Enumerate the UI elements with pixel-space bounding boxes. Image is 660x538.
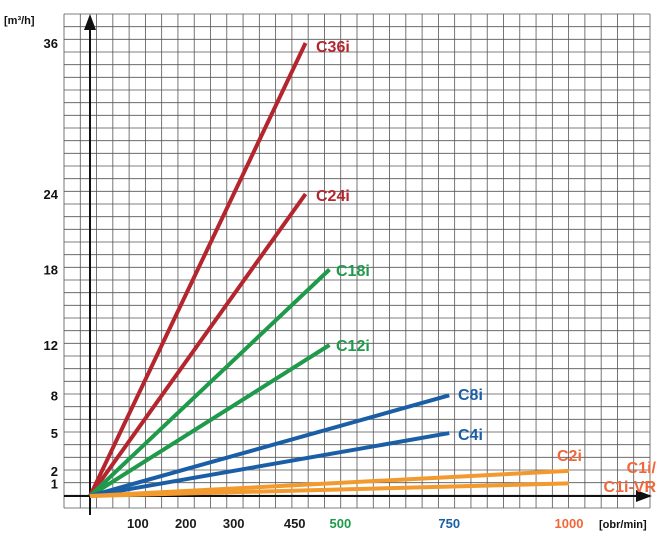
x-tick-label: 750	[438, 516, 460, 531]
y-tick-label: 5	[51, 426, 58, 441]
y-tick-label: 36	[44, 36, 58, 51]
series-line-c18i	[88, 268, 331, 498]
series-label-c36i: C36i	[316, 39, 350, 56]
series-line-c2i	[89, 468, 570, 498]
x-tick-label: 1000	[555, 516, 584, 531]
series-line-c8i	[89, 393, 450, 498]
series-label-c24i: C24i	[316, 188, 350, 205]
y-tick-label: 2	[51, 464, 58, 479]
y-tick-label: 8	[51, 388, 58, 403]
x-tick-label: 200	[175, 516, 197, 531]
y-tick-label: 12	[44, 338, 58, 353]
series-line-c1i-c1i-vr	[89, 481, 570, 498]
x-tick-label: 500	[330, 516, 352, 531]
series-line-c36i	[88, 42, 308, 497]
series-line-c24i	[88, 192, 308, 498]
series-labels: C36i C24i C18i C12i C8i C4i C2i C1i/C1i-VR	[316, 39, 657, 496]
x-axis-arrow	[636, 490, 652, 502]
series-line-c4i	[89, 431, 450, 498]
x-tick-label: 100	[127, 516, 149, 531]
tick-labels: 12 5 8 12 18 24 36 100 200 300 450 500 750 1000	[44, 36, 584, 531]
grid	[63, 13, 651, 509]
y-axis-arrow	[84, 14, 96, 30]
series-label-c12i: C12i	[336, 338, 370, 355]
x-tick-label: 450	[284, 516, 306, 531]
y-axis-unit-label: [m³/h]	[4, 15, 35, 27]
series-line-c12i	[88, 343, 331, 498]
series-label-c4i: C4i	[458, 427, 483, 444]
y-tick-label: 18	[44, 263, 58, 278]
x-axis-unit-label: [obr/min]	[599, 519, 647, 531]
x-tick-label: 300	[223, 516, 245, 531]
series-label-c2i: C2i	[557, 448, 582, 465]
series-lines	[88, 42, 570, 498]
y-tick-label: 1	[51, 476, 58, 491]
series-label-c18i: C18i	[336, 263, 370, 280]
series-label-c1i: C1i/C1i-VR	[604, 460, 657, 496]
y-tick-label: 24	[44, 187, 59, 202]
series-label-c8i: C8i	[458, 387, 483, 404]
